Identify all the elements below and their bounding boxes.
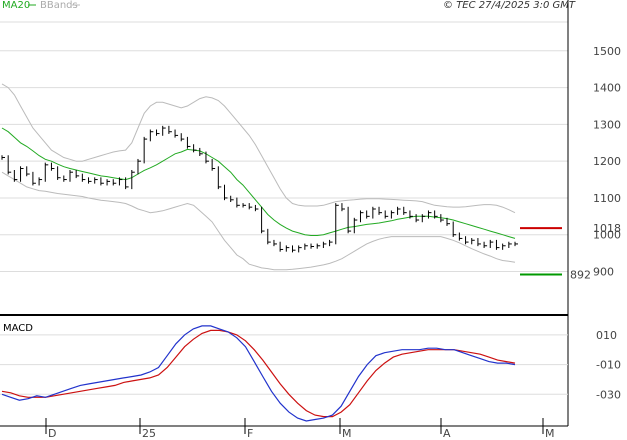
price-tick-label: 1500 — [593, 45, 621, 58]
x-tick-label: 25 — [142, 427, 156, 440]
price-bars — [1, 125, 518, 253]
x-tick-label: M — [342, 427, 352, 440]
price-tick-label: 1200 — [593, 155, 621, 168]
x-tick-label: F — [247, 427, 253, 440]
macd-axis-labels: 010 -010 -030 — [596, 329, 621, 401]
macd-grid — [0, 334, 568, 395]
legend-bbands: BBands — [40, 0, 78, 11]
support-level-label: 892 — [570, 268, 591, 281]
macd-signal-line — [1, 329, 516, 418]
legend-ma20: MA20 — [2, 0, 30, 11]
price-grid — [0, 21, 568, 273]
bbands-upper-line — [1, 83, 516, 214]
price-axis-labels: 900 1000 1100 1200 1300 1400 1500 — [593, 45, 621, 279]
x-tick-label: A — [443, 427, 451, 440]
macd-line — [1, 325, 516, 422]
x-tick-label: D — [48, 427, 56, 440]
x-tick-label: M — [545, 427, 555, 440]
macd-tick-label: 010 — [596, 329, 617, 342]
x-axis-ticks: D 25 F M A M — [45, 418, 555, 440]
price-tick-label: 900 — [593, 266, 614, 279]
resistance-level-label: 1018 — [593, 222, 621, 235]
copyright-timestamp: © TEC 27/4/2025 3:0 GMT — [443, 0, 576, 11]
macd-title: MACD — [3, 323, 33, 334]
price-tick-label: 1300 — [593, 118, 621, 131]
price-tick-label: 1000 — [593, 229, 621, 242]
price-levels: 1018 892 — [520, 222, 621, 281]
macd-tick-label: -030 — [596, 388, 621, 401]
bbands-lower-line — [1, 171, 516, 271]
ma20-line — [1, 127, 516, 239]
price-tick-label: 1400 — [593, 82, 621, 95]
macd-tick-label: -010 — [596, 359, 621, 372]
price-tick-label: 1100 — [593, 192, 621, 205]
